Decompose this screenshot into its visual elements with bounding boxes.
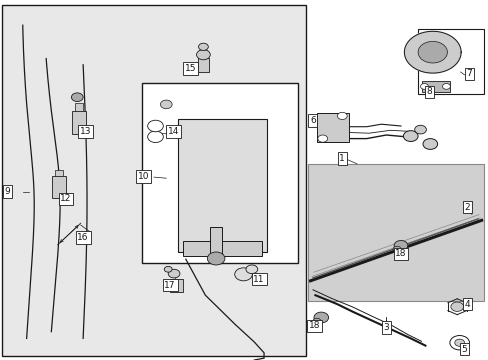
Bar [142, 83, 298, 263]
Bar [421, 81, 449, 92]
Bar [307, 164, 483, 301]
Bar [2, 5, 305, 356]
Bar [183, 241, 261, 256]
Text: 14: 14 [167, 127, 179, 136]
Text: 9: 9 [4, 187, 10, 196]
Circle shape [392, 246, 400, 252]
Circle shape [420, 84, 427, 89]
Circle shape [71, 93, 83, 102]
Circle shape [422, 139, 437, 149]
Text: 6: 6 [309, 116, 315, 125]
Text: 13: 13 [80, 127, 91, 136]
Text: 17: 17 [164, 281, 176, 289]
Text: 8: 8 [426, 87, 431, 96]
Circle shape [393, 240, 407, 251]
Circle shape [207, 252, 224, 265]
Bar [316, 113, 348, 142]
Text: 2: 2 [464, 202, 469, 211]
Circle shape [147, 120, 163, 132]
Circle shape [234, 268, 252, 281]
Circle shape [403, 131, 417, 141]
Circle shape [313, 312, 328, 323]
Circle shape [442, 84, 449, 89]
Circle shape [164, 266, 172, 272]
Circle shape [317, 135, 327, 142]
Text: 18: 18 [394, 249, 406, 258]
Circle shape [414, 125, 426, 134]
Circle shape [198, 43, 208, 50]
Text: 5: 5 [461, 345, 467, 354]
Circle shape [147, 131, 163, 143]
Polygon shape [404, 31, 460, 73]
Bar [417, 29, 483, 94]
Text: 1: 1 [339, 154, 345, 163]
Text: 11: 11 [253, 274, 264, 284]
Bar [178, 119, 266, 252]
Text: 10: 10 [137, 172, 149, 181]
Circle shape [168, 269, 180, 278]
Circle shape [454, 339, 464, 346]
Circle shape [160, 100, 172, 109]
Text: 16: 16 [77, 233, 89, 242]
Circle shape [449, 336, 468, 350]
Circle shape [417, 41, 447, 63]
Text: 3: 3 [383, 323, 388, 332]
Circle shape [245, 265, 257, 274]
Text: 15: 15 [184, 64, 196, 73]
Text: 4: 4 [464, 300, 469, 309]
Circle shape [450, 302, 463, 311]
Bar [210, 227, 222, 256]
Text: 18: 18 [308, 321, 320, 330]
Circle shape [196, 50, 210, 60]
Bar [55, 170, 63, 176]
Text: 12: 12 [60, 194, 72, 203]
Bar [198, 58, 208, 72]
Bar [72, 111, 86, 134]
Circle shape [312, 318, 320, 324]
Bar [52, 176, 66, 198]
Bar [170, 279, 183, 292]
Text: 7: 7 [466, 69, 471, 78]
Bar [75, 103, 83, 111]
Circle shape [337, 112, 346, 120]
